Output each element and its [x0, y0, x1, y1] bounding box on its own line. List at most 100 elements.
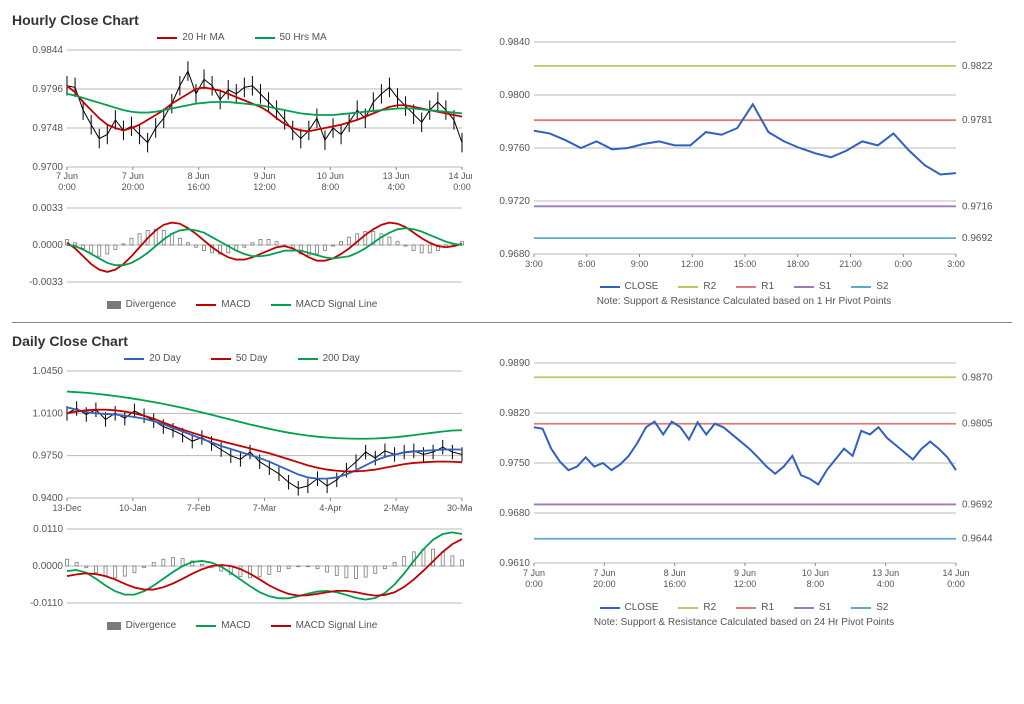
- svg-text:4:00: 4:00: [387, 182, 405, 192]
- svg-text:0.9716: 0.9716: [962, 201, 993, 212]
- legend-item: MACD: [196, 299, 250, 310]
- legend-swatch: [678, 607, 698, 609]
- legend-item: R2: [678, 602, 716, 613]
- daily-main-legend: 20 Day50 Day200 Day: [12, 353, 472, 364]
- legend-swatch: [211, 358, 231, 360]
- svg-text:0.9748: 0.9748: [32, 123, 63, 134]
- legend-swatch: [271, 625, 291, 627]
- daily-macd-legend: DivergenceMACDMACD Signal Line: [12, 620, 472, 631]
- svg-text:0.9822: 0.9822: [962, 61, 993, 72]
- hourly-row: 20 Hr MA50 Hrs MA 0.98440.97960.97480.97…: [12, 32, 1012, 310]
- legend-swatch: [794, 607, 814, 609]
- legend-item: R2: [678, 281, 716, 292]
- legend-item: 50 Hrs MA: [255, 32, 327, 43]
- legend-item: 200 Day: [298, 353, 360, 364]
- legend-label: Divergence: [126, 620, 177, 631]
- svg-text:7 Jun: 7 Jun: [593, 568, 615, 578]
- legend-swatch: [124, 358, 144, 360]
- svg-text:30-May: 30-May: [447, 503, 472, 513]
- svg-text:0.9870: 0.9870: [962, 372, 993, 383]
- svg-text:2-May: 2-May: [384, 503, 410, 513]
- legend-swatch: [678, 286, 698, 288]
- svg-text:3:00: 3:00: [947, 259, 965, 269]
- svg-text:0:00: 0:00: [58, 182, 76, 192]
- legend-label: CLOSE: [625, 602, 659, 613]
- legend-label: R2: [703, 281, 716, 292]
- svg-text:13 Jun: 13 Jun: [872, 568, 899, 578]
- legend-item: S2: [851, 281, 888, 292]
- legend-label: MACD Signal Line: [296, 299, 378, 310]
- hourly-sr-legend: CLOSER2R1S1S2: [484, 281, 1004, 292]
- svg-text:0:00: 0:00: [894, 259, 912, 269]
- svg-text:0.9692: 0.9692: [962, 233, 993, 244]
- hourly-sr-chart: 0.98400.98000.97600.97200.96803:006:009:…: [484, 32, 1004, 272]
- legend-item: R1: [736, 602, 774, 613]
- legend-label: S1: [819, 281, 831, 292]
- svg-text:0.9781: 0.9781: [962, 115, 993, 126]
- legend-item: S1: [794, 602, 831, 613]
- svg-text:0.9890: 0.9890: [499, 358, 530, 369]
- legend-swatch: [157, 37, 177, 39]
- legend-item: S2: [851, 602, 888, 613]
- legend-item: MACD Signal Line: [271, 299, 378, 310]
- svg-text:12:00: 12:00: [253, 182, 276, 192]
- svg-text:0.9760: 0.9760: [499, 143, 530, 154]
- svg-text:20:00: 20:00: [593, 579, 616, 589]
- legend-label: MACD: [221, 299, 250, 310]
- svg-text:0.9844: 0.9844: [32, 45, 63, 56]
- legend-label: 50 Hrs MA: [280, 32, 327, 43]
- svg-text:0.0110: 0.0110: [33, 524, 63, 535]
- svg-text:9:00: 9:00: [631, 259, 649, 269]
- svg-text:1.0450: 1.0450: [32, 366, 63, 377]
- svg-text:7 Jun: 7 Jun: [523, 568, 545, 578]
- legend-item: Divergence: [107, 620, 177, 631]
- legend-swatch: [196, 625, 216, 627]
- legend-swatch: [736, 286, 756, 288]
- svg-text:0.9840: 0.9840: [499, 37, 530, 48]
- svg-text:13-Dec: 13-Dec: [52, 503, 82, 513]
- svg-text:0.9750: 0.9750: [32, 451, 63, 462]
- daily-sr-note: Note: Support & Resistance Calculated ba…: [484, 617, 1004, 628]
- legend-item: Divergence: [107, 299, 177, 310]
- svg-text:21:00: 21:00: [839, 259, 862, 269]
- svg-text:0.9680: 0.9680: [499, 508, 530, 519]
- legend-label: 20 Day: [149, 353, 181, 364]
- hourly-left-col: 20 Hr MA50 Hrs MA 0.98440.97960.97480.97…: [12, 32, 472, 310]
- svg-text:0.9720: 0.9720: [499, 196, 530, 207]
- svg-text:0.9750: 0.9750: [499, 458, 530, 469]
- legend-label: S1: [819, 602, 831, 613]
- hourly-macd-chart: 0.00330.0000-0.0033: [12, 200, 472, 290]
- legend-item: MACD: [196, 620, 250, 631]
- svg-text:0:00: 0:00: [947, 579, 965, 589]
- legend-swatch: [107, 301, 121, 309]
- svg-text:15:00: 15:00: [734, 259, 757, 269]
- svg-text:-0.0110: -0.0110: [30, 598, 64, 609]
- hourly-title: Hourly Close Chart: [12, 12, 1012, 28]
- svg-text:10-Jan: 10-Jan: [119, 503, 147, 513]
- svg-text:8:00: 8:00: [322, 182, 340, 192]
- svg-text:12:00: 12:00: [681, 259, 704, 269]
- hourly-sr-note: Note: Support & Resistance Calculated ba…: [484, 296, 1004, 307]
- legend-label: Divergence: [126, 299, 177, 310]
- legend-label: S2: [876, 281, 888, 292]
- svg-text:9 Jun: 9 Jun: [253, 171, 275, 181]
- legend-swatch: [851, 607, 871, 609]
- legend-swatch: [255, 37, 275, 39]
- svg-text:0.9692: 0.9692: [962, 499, 993, 510]
- hourly-main-chart: 0.98440.97960.97480.97007 Jun0:007 Jun20…: [12, 45, 472, 195]
- daily-row: 20 Day50 Day200 Day 1.0450 1.0100 0.9750 0.…: [12, 353, 1012, 631]
- svg-text:8 Jun: 8 Jun: [188, 171, 210, 181]
- svg-text:4-Apr: 4-Apr: [319, 503, 341, 513]
- svg-text:12:00: 12:00: [734, 579, 757, 589]
- svg-text:0.9820: 0.9820: [499, 408, 530, 419]
- svg-text:1.0100: 1.0100: [32, 408, 63, 419]
- svg-text:0.0000: 0.0000: [32, 561, 63, 572]
- daily-main-chart: 1.04501.01000.97500.940013-Dec10-Jan7-Fe…: [12, 366, 472, 516]
- svg-text:8 Jun: 8 Jun: [664, 568, 686, 578]
- legend-label: CLOSE: [625, 281, 659, 292]
- legend-swatch: [600, 286, 620, 288]
- section-divider: [12, 322, 1012, 323]
- daily-sr-legend: CLOSE R2 R1 S1 S2: [484, 602, 1004, 613]
- hourly-right-col: 0.98400.98000.97600.97200.96803:006:009:…: [484, 32, 1004, 310]
- svg-text:14 Jun: 14 Jun: [942, 568, 969, 578]
